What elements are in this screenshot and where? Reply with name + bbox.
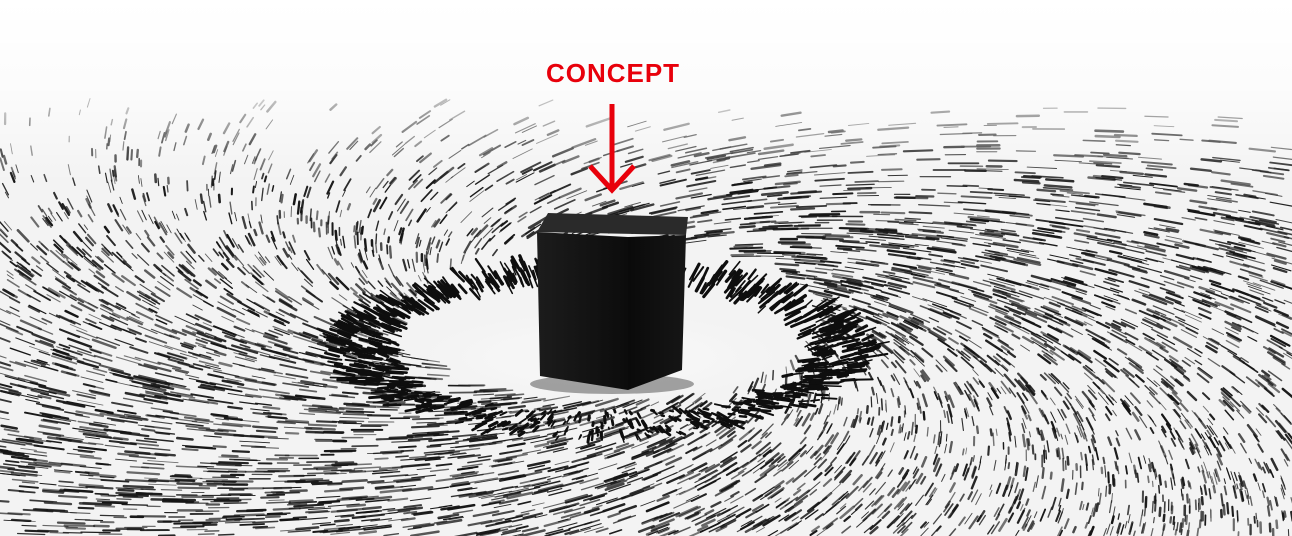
down-arrow-icon [588,104,636,194]
magnet-cube [530,213,694,394]
concept-label: CONCEPT [545,58,681,88]
